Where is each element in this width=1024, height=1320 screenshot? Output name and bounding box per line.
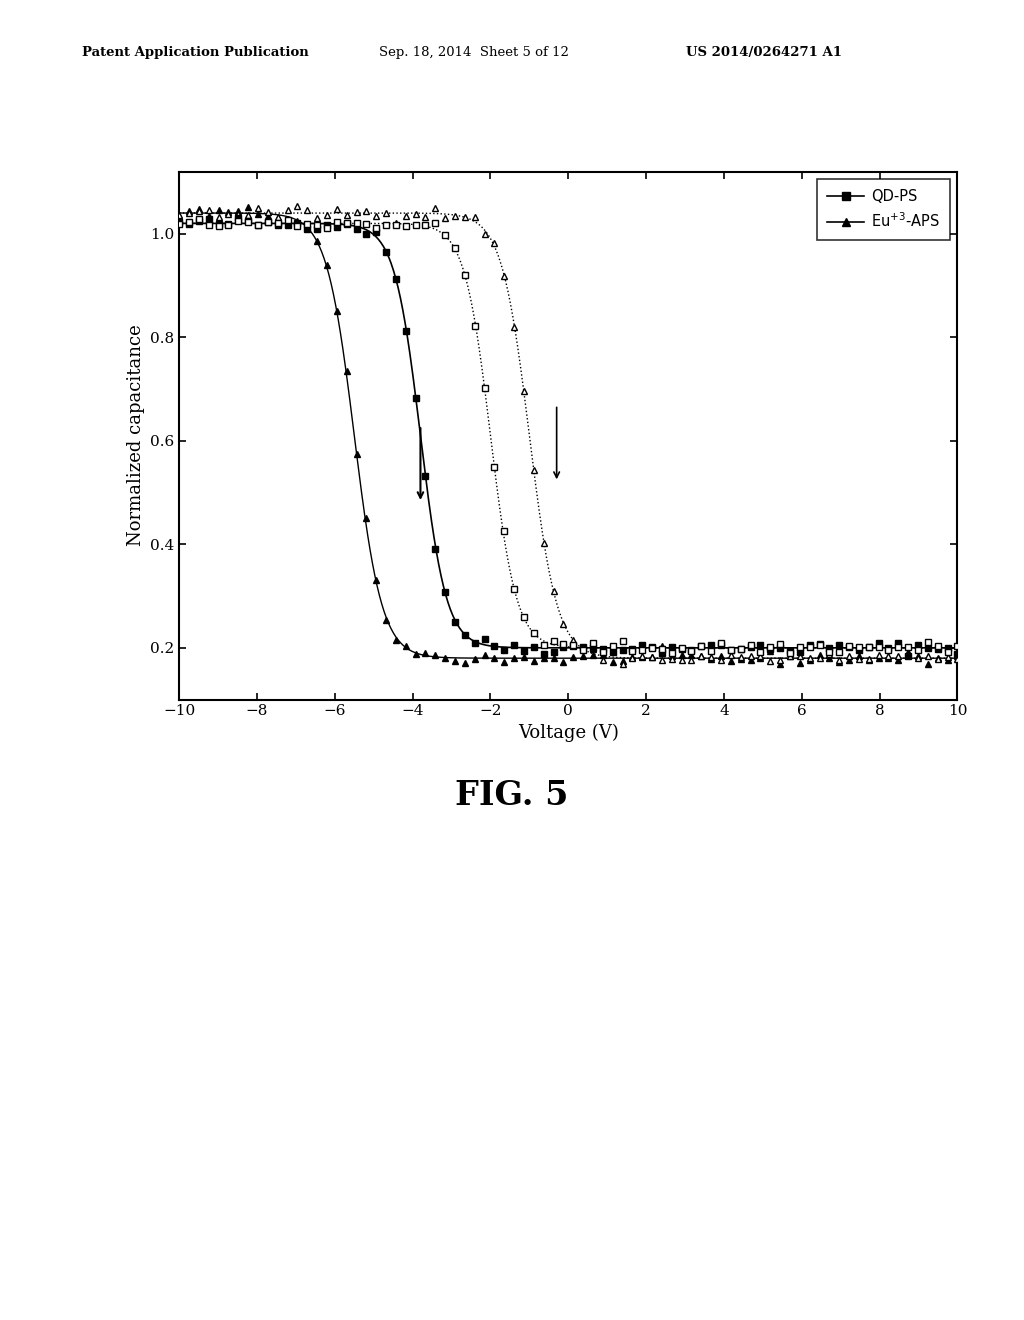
Text: FIG. 5: FIG. 5: [456, 779, 568, 812]
Text: Sep. 18, 2014  Sheet 5 of 12: Sep. 18, 2014 Sheet 5 of 12: [379, 46, 568, 59]
Legend: QD-PS, Eu$^{+3}$-APS: QD-PS, Eu$^{+3}$-APS: [817, 180, 950, 240]
X-axis label: Voltage (V): Voltage (V): [518, 723, 618, 742]
Text: Patent Application Publication: Patent Application Publication: [82, 46, 308, 59]
Text: US 2014/0264271 A1: US 2014/0264271 A1: [686, 46, 842, 59]
Y-axis label: Normalized capacitance: Normalized capacitance: [127, 325, 144, 546]
